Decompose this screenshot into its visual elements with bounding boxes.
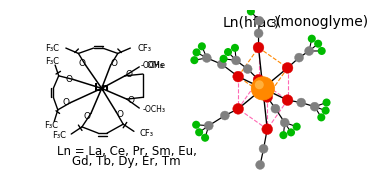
Text: O: O: [126, 70, 133, 79]
Circle shape: [254, 29, 263, 38]
Circle shape: [255, 80, 264, 89]
Circle shape: [192, 48, 201, 56]
Text: O: O: [62, 98, 69, 107]
Circle shape: [262, 124, 273, 135]
Circle shape: [202, 53, 211, 62]
Text: O: O: [111, 59, 118, 68]
Circle shape: [293, 123, 301, 131]
Text: -OCH₃: -OCH₃: [141, 61, 164, 70]
Circle shape: [233, 71, 243, 82]
Circle shape: [253, 42, 264, 53]
Circle shape: [282, 63, 293, 73]
Circle shape: [262, 92, 273, 102]
Text: O: O: [84, 112, 91, 121]
Circle shape: [259, 144, 268, 153]
Text: 3: 3: [269, 19, 276, 29]
Circle shape: [280, 118, 289, 127]
Circle shape: [195, 128, 203, 136]
Circle shape: [247, 7, 255, 15]
Circle shape: [253, 74, 264, 85]
Circle shape: [287, 128, 295, 137]
Circle shape: [297, 98, 306, 107]
Circle shape: [279, 131, 287, 139]
Circle shape: [294, 53, 304, 62]
Text: F₃C: F₃C: [45, 121, 59, 130]
Text: CF₃: CF₃: [138, 44, 152, 53]
Circle shape: [322, 98, 331, 107]
Text: OMe: OMe: [146, 61, 166, 70]
Circle shape: [308, 35, 316, 43]
Circle shape: [191, 56, 198, 64]
Text: Gd, Tb, Dy, Er, Tm: Gd, Tb, Dy, Er, Tm: [73, 155, 181, 168]
Text: CF₃: CF₃: [139, 129, 153, 138]
Text: Ln(hfac): Ln(hfac): [223, 15, 280, 29]
Circle shape: [220, 55, 228, 63]
Circle shape: [271, 104, 280, 113]
Text: F₃C: F₃C: [52, 131, 66, 140]
Text: (monoglyme): (monoglyme): [276, 15, 369, 29]
Text: F₃C: F₃C: [45, 57, 59, 66]
Circle shape: [231, 44, 239, 52]
Text: Ln = La, Ce, Pr, Sm, Eu,: Ln = La, Ce, Pr, Sm, Eu,: [57, 145, 197, 158]
Circle shape: [192, 121, 200, 129]
Text: -OCH₃: -OCH₃: [143, 105, 166, 114]
Circle shape: [317, 113, 325, 121]
Text: O: O: [128, 96, 135, 105]
Circle shape: [224, 48, 232, 56]
Circle shape: [201, 134, 209, 142]
Circle shape: [217, 60, 226, 69]
Circle shape: [256, 160, 265, 169]
Text: Ln: Ln: [94, 83, 109, 93]
Circle shape: [198, 42, 206, 50]
Circle shape: [318, 47, 326, 55]
Text: Ln: Ln: [94, 83, 109, 93]
Circle shape: [282, 95, 293, 106]
Circle shape: [233, 103, 243, 114]
Circle shape: [322, 107, 330, 115]
Circle shape: [251, 77, 274, 100]
Circle shape: [314, 40, 322, 48]
Circle shape: [232, 56, 240, 65]
Text: O: O: [65, 75, 72, 84]
Text: O: O: [79, 59, 85, 68]
Text: F₃C: F₃C: [45, 44, 59, 53]
Circle shape: [243, 65, 252, 74]
Circle shape: [204, 121, 213, 130]
Circle shape: [220, 111, 229, 120]
Circle shape: [310, 102, 319, 111]
Text: O: O: [116, 110, 123, 119]
Circle shape: [255, 16, 264, 25]
Circle shape: [305, 46, 314, 55]
